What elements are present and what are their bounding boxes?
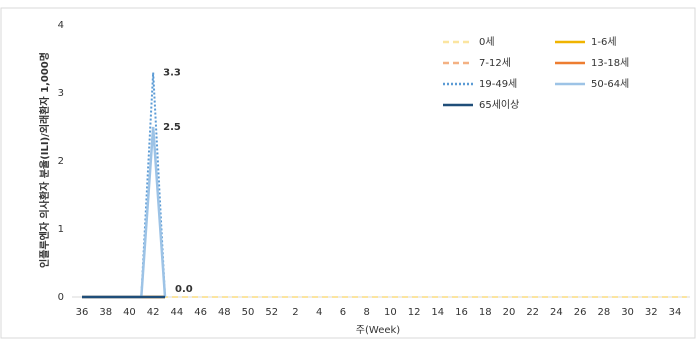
- value-label: 2.5: [163, 122, 181, 133]
- y-tick-label: 4: [58, 20, 64, 31]
- legend-label: 13-18세: [591, 57, 629, 69]
- x-tick-label: 4: [316, 307, 322, 318]
- legend-label: 65세이상: [479, 99, 519, 111]
- y-axis-label: 인플루엔자 의사환자 분율(ILI)/외래환자 1,000명: [38, 52, 51, 268]
- legend-label: 0세: [479, 36, 495, 48]
- x-tick-label: 6: [340, 307, 346, 318]
- legend-label: 1-6세: [591, 36, 617, 48]
- y-tick-label: 0: [58, 292, 64, 303]
- x-tick-label: 46: [194, 307, 207, 318]
- x-tick-label: 26: [574, 307, 587, 318]
- x-tick-label: 18: [479, 307, 492, 318]
- x-tick-label: 42: [147, 307, 160, 318]
- y-tick-label: 2: [58, 156, 64, 167]
- value-label: 3.3: [163, 68, 181, 79]
- x-tick-label: 28: [597, 307, 610, 318]
- x-tick-label: 50: [242, 307, 255, 318]
- x-tick-label: 14: [431, 307, 444, 318]
- x-tick-label: 22: [526, 307, 539, 318]
- legend-label: 7-12세: [479, 57, 511, 69]
- legend-label: 50-64세: [591, 78, 629, 90]
- x-tick-label: 2: [292, 307, 298, 318]
- x-tick-label: 48: [218, 307, 231, 318]
- x-tick-label: 10: [384, 307, 397, 318]
- x-tick-label: 16: [455, 307, 468, 318]
- x-tick-label: 20: [503, 307, 516, 318]
- x-tick-label: 8: [363, 307, 369, 318]
- x-tick-label: 52: [265, 307, 278, 318]
- x-tick-label: 44: [171, 307, 184, 318]
- legend-label: 19-49세: [479, 78, 517, 90]
- y-tick-label: 1: [58, 224, 64, 235]
- x-tick-label: 32: [645, 307, 658, 318]
- x-tick-label: 34: [669, 307, 682, 318]
- x-tick-label: 30: [621, 307, 634, 318]
- x-tick-label: 12: [408, 307, 421, 318]
- x-tick-label: 24: [550, 307, 563, 318]
- y-tick-label: 3: [58, 88, 64, 99]
- value-label: 0.0: [175, 284, 193, 295]
- x-tick-label: 38: [99, 307, 112, 318]
- x-tick-label: 36: [76, 307, 89, 318]
- x-tick-label: 40: [123, 307, 136, 318]
- x-axis-label: 주(Week): [356, 325, 400, 336]
